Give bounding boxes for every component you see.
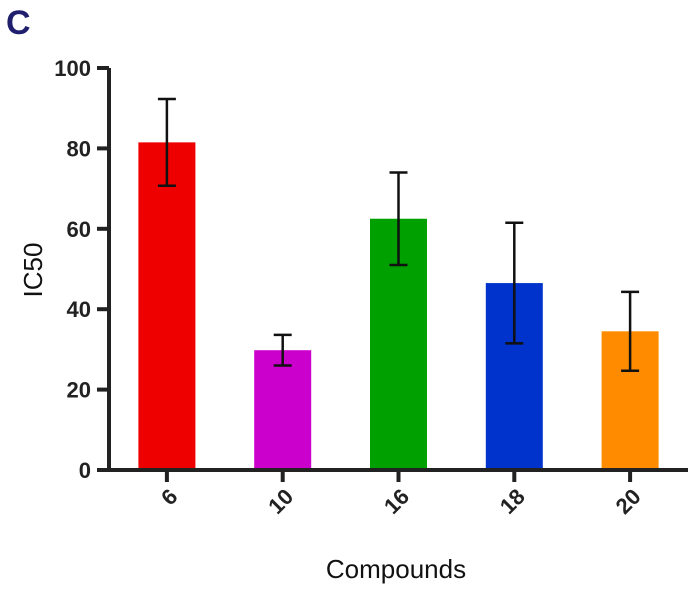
y-axis-title: IC50 — [18, 243, 48, 298]
x-tick-label: 20 — [611, 484, 646, 519]
error-bar-10 — [273, 333, 292, 367]
error-bars — [157, 97, 640, 372]
x-axis-title: Compounds — [326, 554, 466, 584]
bar-6 — [138, 142, 196, 470]
bars — [138, 142, 659, 470]
x-tick-label: 6 — [156, 484, 182, 510]
error-bar-20 — [621, 290, 640, 372]
x-tick-label: 18 — [495, 484, 530, 519]
panel-label: C — [6, 4, 31, 42]
error-bar-6 — [157, 97, 176, 188]
y-tick-label: 0 — [79, 458, 91, 483]
bar-10 — [254, 350, 312, 470]
y-tick-label: 100 — [54, 56, 91, 81]
y-axis-ticks: 0 20 40 60 80 100 — [54, 56, 109, 483]
x-axis-ticks: 6 10 16 18 20 — [156, 470, 646, 519]
error-bar-16 — [389, 171, 408, 267]
x-tick-label: 10 — [263, 484, 298, 519]
y-tick-label: 20 — [67, 378, 91, 403]
y-tick-label: 60 — [67, 217, 91, 242]
y-tick-label: 40 — [67, 297, 91, 322]
x-tick-label: 16 — [379, 484, 414, 519]
error-bar-18 — [505, 221, 524, 345]
y-tick-label: 80 — [67, 136, 91, 161]
